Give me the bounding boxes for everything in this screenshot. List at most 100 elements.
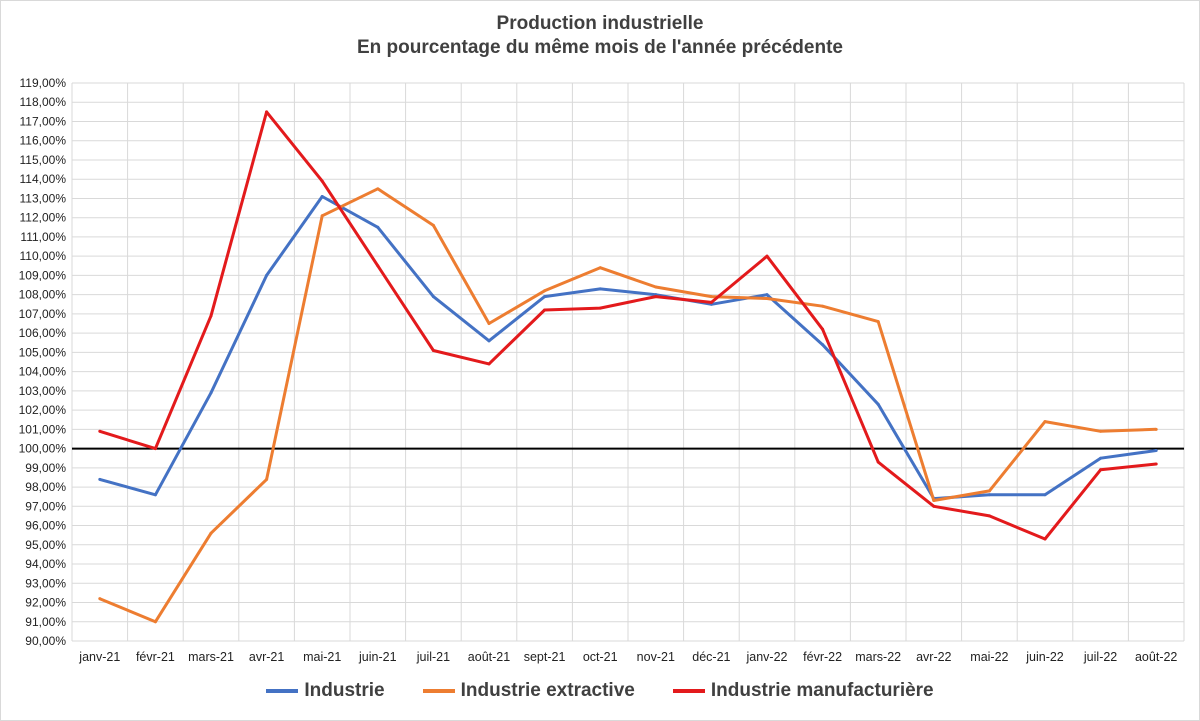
data-point: [932, 504, 936, 508]
y-tick-label: 116,00%: [20, 134, 67, 148]
data-point: [1154, 449, 1158, 453]
data-point: [153, 493, 157, 497]
x-tick-label: févr-22: [803, 650, 842, 664]
y-tick-label: 107,00%: [19, 307, 67, 321]
x-tick-label: avr-22: [916, 650, 951, 664]
data-point: [543, 308, 547, 312]
y-tick-label: 110,00%: [20, 249, 67, 263]
data-point: [821, 327, 825, 331]
data-point: [153, 620, 157, 624]
y-tick-label: 97,00%: [25, 499, 66, 513]
legend-item: Industrie: [266, 680, 385, 702]
data-point: [431, 348, 435, 352]
data-point: [876, 402, 880, 406]
x-tick-label: févr-21: [136, 650, 175, 664]
data-point: [876, 320, 880, 324]
y-tick-label: 106,00%: [19, 326, 67, 340]
legend-swatch: [672, 689, 705, 693]
y-tick-label: 119,00%: [20, 76, 67, 90]
y-tick-label: 117,00%: [20, 114, 67, 128]
line-chart: 90,00% 91,00% 92,00% 93,00% 94,00% 95,00% 96,0…: [19, 76, 1185, 664]
y-tick-label: 96,00%: [25, 519, 66, 533]
x-tick-label: mai-21: [303, 650, 341, 664]
y-tick-label: 109,00%: [19, 268, 67, 282]
series-line-1: [99, 187, 1157, 624]
data-point: [765, 297, 769, 301]
x-tick-label: janv-21: [78, 650, 120, 664]
data-point: [320, 179, 324, 183]
legend-item: Industrie manufacturière: [672, 680, 934, 702]
series-line-0: [99, 195, 1157, 501]
data-point: [487, 339, 491, 343]
data-point: [1043, 537, 1047, 541]
series-line-2: [99, 110, 1157, 541]
x-tick-label: mars-22: [855, 650, 901, 664]
y-tick-label: 100,00%: [19, 442, 67, 456]
chart-title: Production industrielle: [496, 13, 704, 34]
data-point: [209, 531, 213, 535]
data-point: [209, 314, 213, 318]
x-tick-label: avr-21: [249, 650, 284, 664]
data-point: [709, 295, 713, 299]
y-tick-label: 98,00%: [25, 480, 66, 494]
data-point: [654, 285, 658, 289]
data-point: [598, 306, 602, 310]
data-point: [987, 489, 991, 493]
data-point: [98, 597, 102, 601]
data-point: [1154, 427, 1158, 431]
data-point: [765, 254, 769, 258]
x-tick-label: mai-22: [970, 650, 1008, 664]
data-point: [1099, 456, 1103, 460]
legend: Industrie Industrie extractive Industrie m…: [0, 680, 1200, 702]
x-tick-label: août-22: [1135, 650, 1177, 664]
data-point: [376, 225, 380, 229]
data-point: [320, 214, 324, 218]
data-point: [1099, 468, 1103, 472]
data-point: [821, 343, 825, 347]
chart-title-block: Production industrielle En pourcentage d…: [0, 12, 1200, 60]
data-point: [265, 477, 269, 481]
y-tick-label: 113,00%: [20, 191, 67, 205]
legend-label: Industrie: [304, 680, 385, 701]
y-tick-label: 90,00%: [25, 634, 66, 648]
data-point: [98, 477, 102, 481]
x-tick-label: déc-21: [692, 650, 730, 664]
y-tick-label: 94,00%: [25, 557, 66, 571]
legend-swatch: [422, 689, 455, 693]
y-tick-label: 108,00%: [19, 288, 67, 302]
x-tick-label: sept-21: [524, 650, 566, 664]
data-point: [153, 447, 157, 451]
data-point: [543, 295, 547, 299]
y-tick-label: 103,00%: [19, 384, 67, 398]
y-tick-label: 118,00%: [20, 95, 67, 109]
x-tick-label: juil-22: [1083, 650, 1117, 664]
data-point: [654, 295, 658, 299]
y-tick-label: 111,00%: [20, 230, 66, 244]
data-point: [98, 429, 102, 433]
data-point: [1043, 420, 1047, 424]
data-point: [1043, 493, 1047, 497]
y-tick-label: 93,00%: [25, 576, 66, 590]
chart-subtitle: En pourcentage du même mois de l'année p…: [357, 37, 843, 58]
data-point: [765, 293, 769, 297]
data-point: [320, 195, 324, 199]
data-point: [376, 187, 380, 191]
legend-swatch: [266, 689, 299, 693]
y-tick-label: 99,00%: [25, 461, 66, 475]
data-point: [876, 460, 880, 464]
data-point: [487, 362, 491, 366]
legend-label: Industrie extractive: [460, 680, 635, 701]
data-point: [1099, 429, 1103, 433]
data-point: [265, 110, 269, 114]
y-tick-label: 101,00%: [19, 422, 67, 436]
y-tick-label: 115,00%: [20, 153, 67, 167]
x-tick-label: oct-21: [583, 650, 618, 664]
x-tick-label: mars-21: [188, 650, 234, 664]
data-point: [376, 264, 380, 268]
data-point: [1154, 462, 1158, 466]
y-tick-label: 92,00%: [25, 596, 66, 610]
y-tick-label: 91,00%: [25, 615, 66, 629]
x-tick-label: juin-21: [358, 650, 397, 664]
x-tick-label: nov-21: [637, 650, 675, 664]
data-point: [709, 300, 713, 304]
